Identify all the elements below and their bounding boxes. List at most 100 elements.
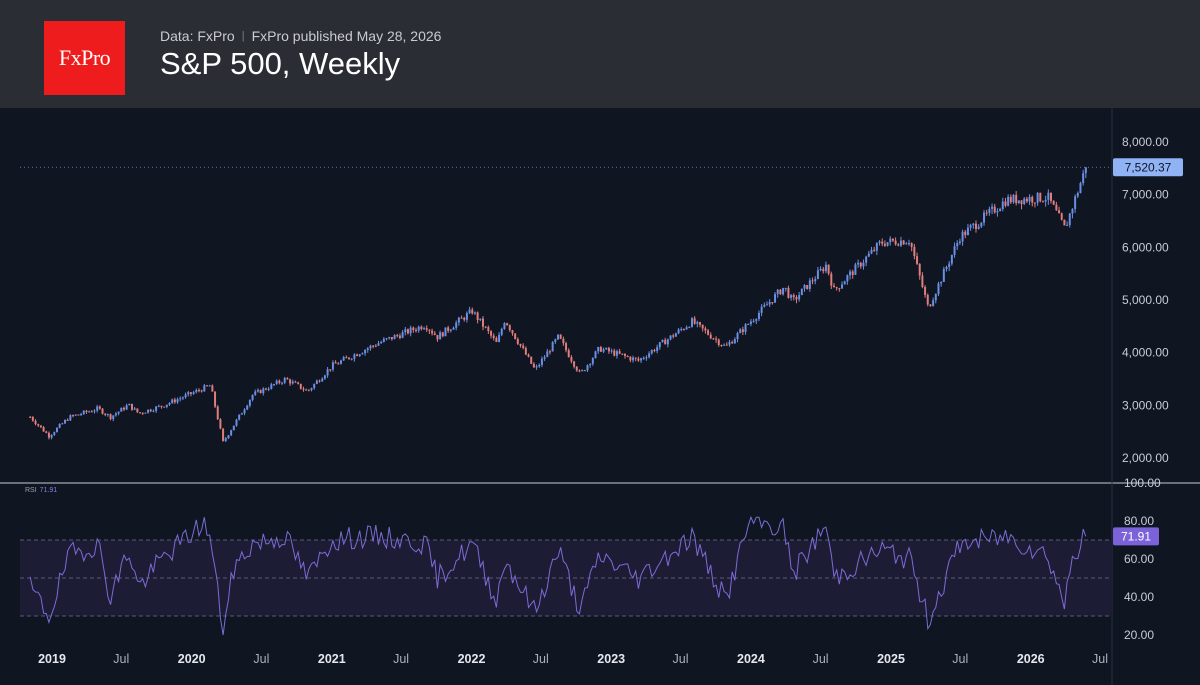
candle-body (1025, 198, 1028, 202)
candle-body (573, 361, 576, 367)
candle-body (854, 264, 857, 275)
candle-body (779, 289, 782, 295)
price-chart-area[interactable]: 2,000.00 3,000.00 4,000.00 5,000.00 6,000.00… (0, 108, 1200, 685)
candle-body (658, 342, 661, 348)
candle-body (147, 409, 150, 413)
candle-body (39, 425, 42, 428)
candle-body (918, 263, 921, 276)
candle-body (519, 343, 522, 346)
candle-body (731, 342, 734, 344)
candle-body (883, 243, 886, 246)
candle-body (605, 347, 608, 350)
candle-body (176, 399, 179, 403)
candle-body (980, 222, 983, 227)
candle-body (712, 338, 715, 340)
candle-body (723, 344, 726, 346)
logo-text: FxPro (58, 45, 111, 70)
candle-body (961, 231, 964, 242)
candle-body (444, 327, 447, 337)
candle-body (814, 278, 817, 282)
candle-body (921, 275, 924, 287)
candle-body (366, 348, 369, 350)
candle-body (565, 343, 568, 351)
x-tick-label: Jul (253, 652, 269, 666)
candle-body (374, 345, 377, 347)
candle-body (192, 392, 195, 394)
candle-body (165, 404, 168, 407)
candle-body (1001, 201, 1004, 209)
candle-body (824, 264, 827, 272)
candle-body (69, 415, 72, 421)
candle-body (1050, 192, 1053, 201)
candle-body (291, 381, 294, 384)
candle-body (808, 280, 811, 289)
candle-body (993, 206, 996, 213)
candle-body (535, 366, 538, 368)
candle-body (669, 335, 672, 340)
rsi-legend-name: RSI (25, 487, 37, 494)
candle-body (313, 383, 316, 389)
candle-body (498, 334, 501, 342)
candle-body (77, 414, 80, 416)
candle-body (950, 254, 953, 264)
candle-body (674, 333, 677, 337)
candle-body (42, 427, 45, 432)
candle-body (581, 370, 584, 372)
candle-body (479, 318, 482, 321)
candle-body (61, 423, 64, 425)
candle-body (240, 413, 243, 415)
rsi-tick-label: 40.00 (1124, 590, 1154, 604)
candle-body (189, 392, 192, 394)
candle-body (977, 226, 980, 229)
candle-body (602, 349, 605, 352)
candle-body (401, 332, 404, 338)
candle-body (1047, 192, 1050, 200)
candle-body (206, 385, 209, 387)
candle-body (1079, 183, 1082, 193)
candle-body (130, 403, 133, 410)
candle-body (133, 408, 136, 410)
candle-body (235, 419, 238, 426)
candle-body (942, 269, 945, 282)
candle-body (297, 382, 300, 384)
candle-body (173, 399, 176, 403)
candle-body (999, 208, 1002, 212)
candle-body (385, 338, 388, 340)
candle-body (353, 354, 356, 359)
candle-body (157, 405, 160, 407)
candle-body (195, 390, 198, 393)
candle-body (865, 256, 868, 263)
candle-body (554, 339, 557, 342)
candle-body (811, 280, 814, 282)
candle-body (894, 240, 897, 245)
candle-body (934, 293, 937, 301)
candle-body (664, 339, 667, 345)
candle-body (599, 346, 602, 352)
candle-body (417, 326, 420, 331)
candle-body (629, 356, 632, 361)
candle-body (776, 289, 779, 295)
candle-body (342, 357, 345, 361)
chart-title: S&P 500, Weekly (160, 46, 401, 81)
candle-body (321, 378, 324, 382)
candle-body (412, 327, 415, 330)
candle-body (929, 304, 932, 307)
candle-body (709, 334, 712, 339)
last-price-label: 7,520.37 (1125, 160, 1172, 174)
candle-body (875, 243, 878, 251)
candle-body (1068, 213, 1071, 226)
candle-body (846, 275, 849, 282)
candle-body (106, 414, 109, 416)
candle-body (557, 334, 560, 340)
candle-body (307, 389, 310, 391)
fxpro-logo[interactable]: FxPro (44, 21, 125, 95)
candle-body (286, 378, 289, 380)
candle-body (423, 328, 426, 330)
candle-body (851, 271, 854, 275)
candle-body (203, 385, 206, 392)
candle-body (838, 288, 841, 290)
candle-body (1023, 198, 1026, 205)
candle-body (623, 353, 626, 356)
candle-body (179, 398, 182, 400)
candle-body (618, 351, 621, 354)
